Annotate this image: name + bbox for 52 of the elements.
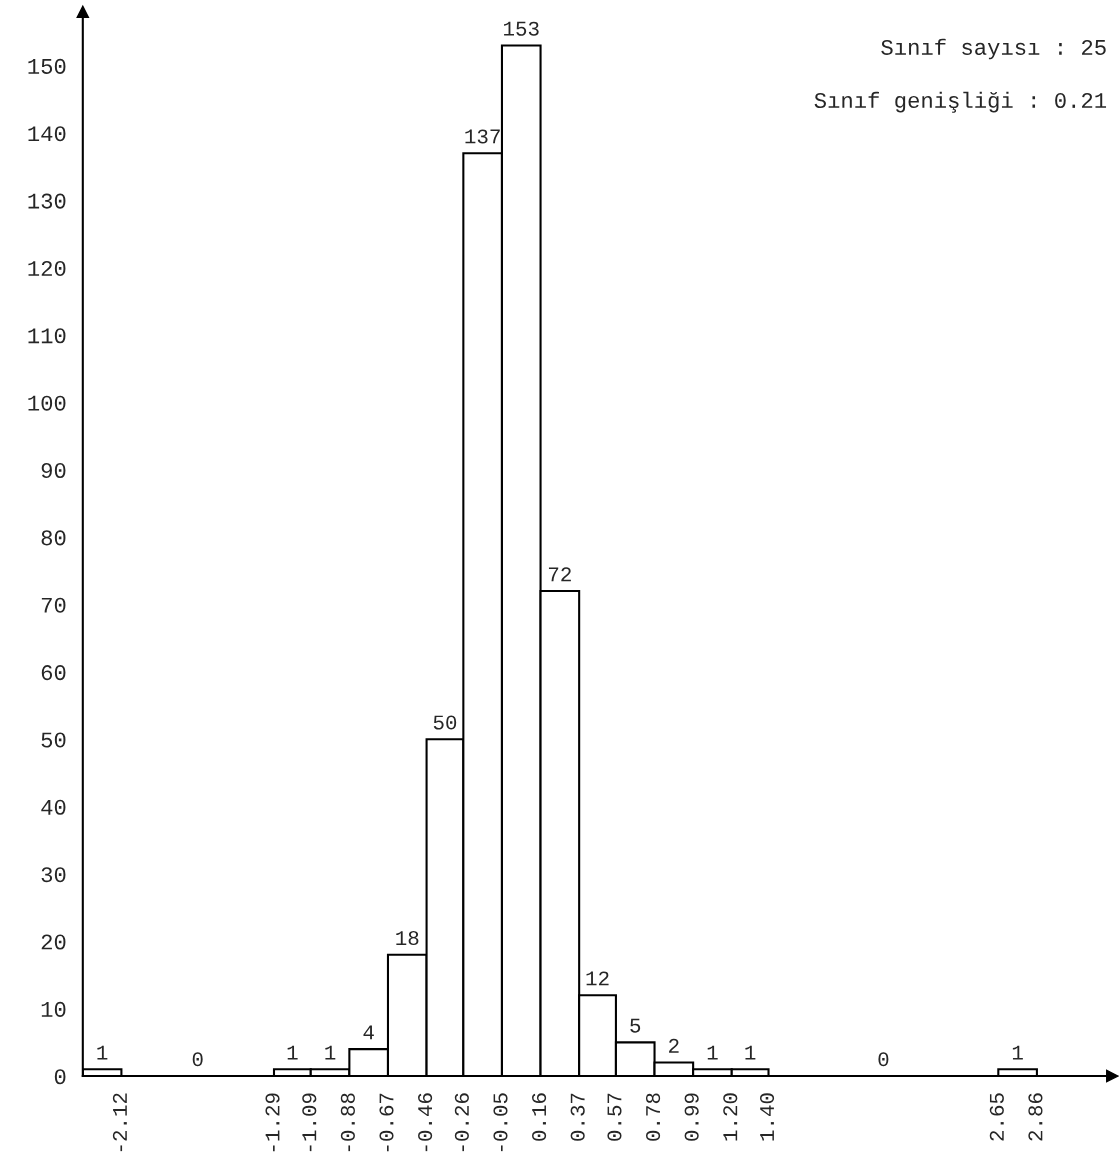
data-label: 72	[548, 567, 571, 582]
data-label: 1	[707, 1045, 718, 1060]
y-tick-label: 140	[28, 126, 66, 142]
data-label: 137	[465, 129, 500, 144]
x-tick-label: -0.46	[418, 1093, 433, 1152]
data-label: 1	[745, 1045, 756, 1060]
x-tick-label: 0.99	[684, 1093, 699, 1141]
y-tick-label: 150	[28, 58, 66, 74]
data-label: 2	[669, 1038, 679, 1053]
data-label: 153	[504, 21, 539, 36]
x-tick-label: 0.57	[607, 1093, 622, 1141]
y-tick-label: 20	[41, 934, 66, 950]
y-tick-label: 40	[41, 799, 66, 815]
data-label: 5	[630, 1018, 641, 1033]
x-tick-label: 1.20	[723, 1093, 738, 1141]
x-tick-label: 2.65	[989, 1093, 1004, 1141]
x-tick-label: -1.09	[302, 1093, 317, 1152]
x-tick-label: -0.67	[379, 1093, 394, 1152]
data-label: 50	[433, 715, 457, 730]
data-label: 0	[878, 1052, 889, 1067]
data-label: 1	[1012, 1045, 1023, 1060]
y-tick-label: 70	[41, 597, 66, 613]
x-tick-label: 0.37	[570, 1093, 585, 1141]
x-tick-label: -1.29	[265, 1093, 280, 1152]
y-tick-label: 130	[28, 193, 66, 209]
annotation: Sınıf sayısı : 25	[881, 38, 1106, 60]
data-label: 1	[287, 1045, 298, 1060]
y-tick-label: 80	[41, 530, 66, 546]
y-tick-label: 120	[28, 260, 66, 276]
data-label: 0	[192, 1052, 203, 1067]
y-tick-label: 50	[41, 732, 66, 748]
y-tick-label: 30	[41, 867, 66, 883]
y-tick-label: 60	[41, 665, 66, 681]
y-tick-label: 0	[54, 1069, 66, 1085]
data-label: 12	[586, 971, 609, 986]
y-tick-label: 100	[28, 395, 66, 411]
y-tick-label: 10	[41, 1001, 66, 1017]
data-label: 1	[97, 1045, 108, 1060]
data-label: 1	[325, 1045, 336, 1060]
x-tick-label: -2.12	[112, 1093, 127, 1152]
x-tick-label: -0.05	[493, 1093, 508, 1152]
x-tick-label: 0.78	[645, 1093, 661, 1141]
y-tick-label: 90	[41, 462, 66, 479]
x-tick-label: 2.86	[1028, 1093, 1043, 1141]
x-tick-label: -0.26	[454, 1093, 469, 1152]
data-label: 18	[396, 930, 419, 946]
x-tick-label: 1.40	[759, 1093, 775, 1141]
x-tick-label: 0.16	[532, 1093, 547, 1141]
x-tick-label: -0.88	[340, 1093, 355, 1152]
data-label: 4	[363, 1025, 374, 1040]
annotation: Sınıf genişliği : 0.21	[814, 91, 1107, 113]
y-tick-label: 110	[28, 328, 66, 344]
